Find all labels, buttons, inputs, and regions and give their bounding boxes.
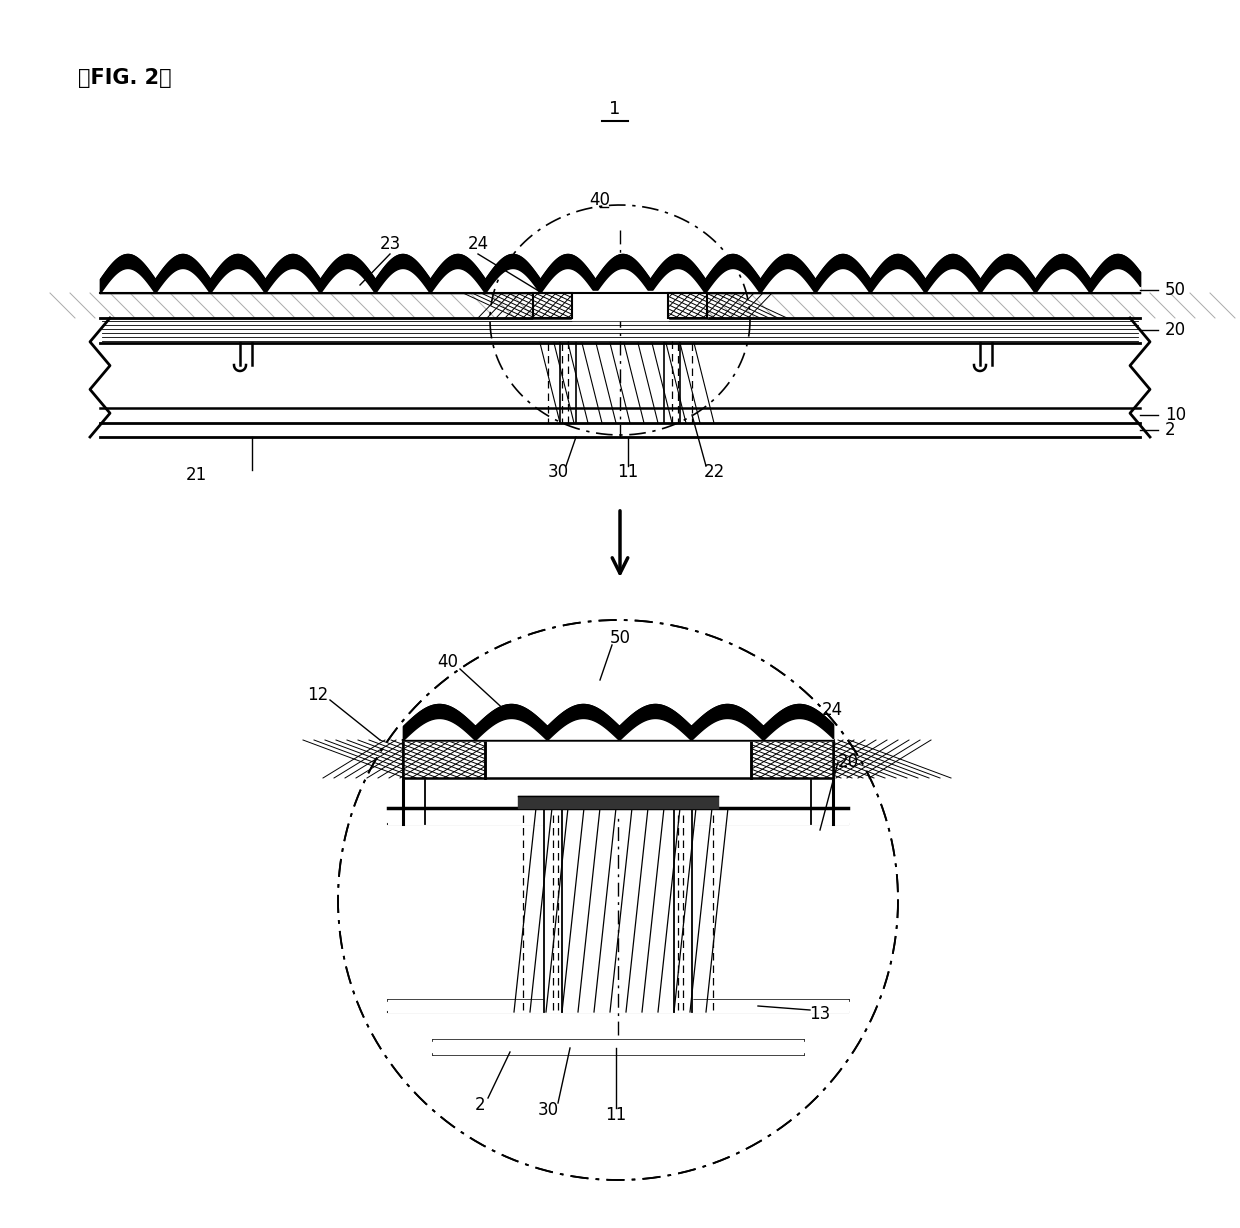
Bar [751, 740, 833, 779]
Text: 2: 2 [475, 1097, 485, 1114]
Text: 50: 50 [610, 629, 630, 647]
Text: 10: 10 [1166, 406, 1187, 424]
Text: 40: 40 [589, 192, 610, 209]
Text: 20: 20 [1166, 321, 1187, 339]
Bar [403, 740, 485, 779]
Text: 22: 22 [703, 463, 724, 481]
Bar [533, 293, 572, 318]
Bar [668, 293, 707, 318]
Text: 30: 30 [547, 463, 569, 481]
Circle shape [339, 620, 898, 1180]
Text: 24: 24 [467, 235, 489, 253]
Text: 11: 11 [605, 1106, 626, 1124]
Text: 1: 1 [609, 99, 621, 118]
Text: 20: 20 [837, 753, 858, 771]
Text: 30: 30 [537, 1102, 558, 1119]
Text: 11: 11 [618, 463, 639, 481]
Text: 23: 23 [379, 235, 401, 253]
Text: 12: 12 [308, 686, 329, 704]
Text: 13: 13 [810, 1005, 831, 1023]
Text: 24: 24 [821, 701, 842, 720]
Text: 21: 21 [185, 465, 207, 484]
Text: 40: 40 [438, 653, 459, 670]
Text: 「FIG. 2」: 「FIG. 2」 [78, 68, 171, 88]
Text: 2: 2 [1166, 421, 1176, 438]
Text: 50: 50 [1166, 281, 1185, 298]
